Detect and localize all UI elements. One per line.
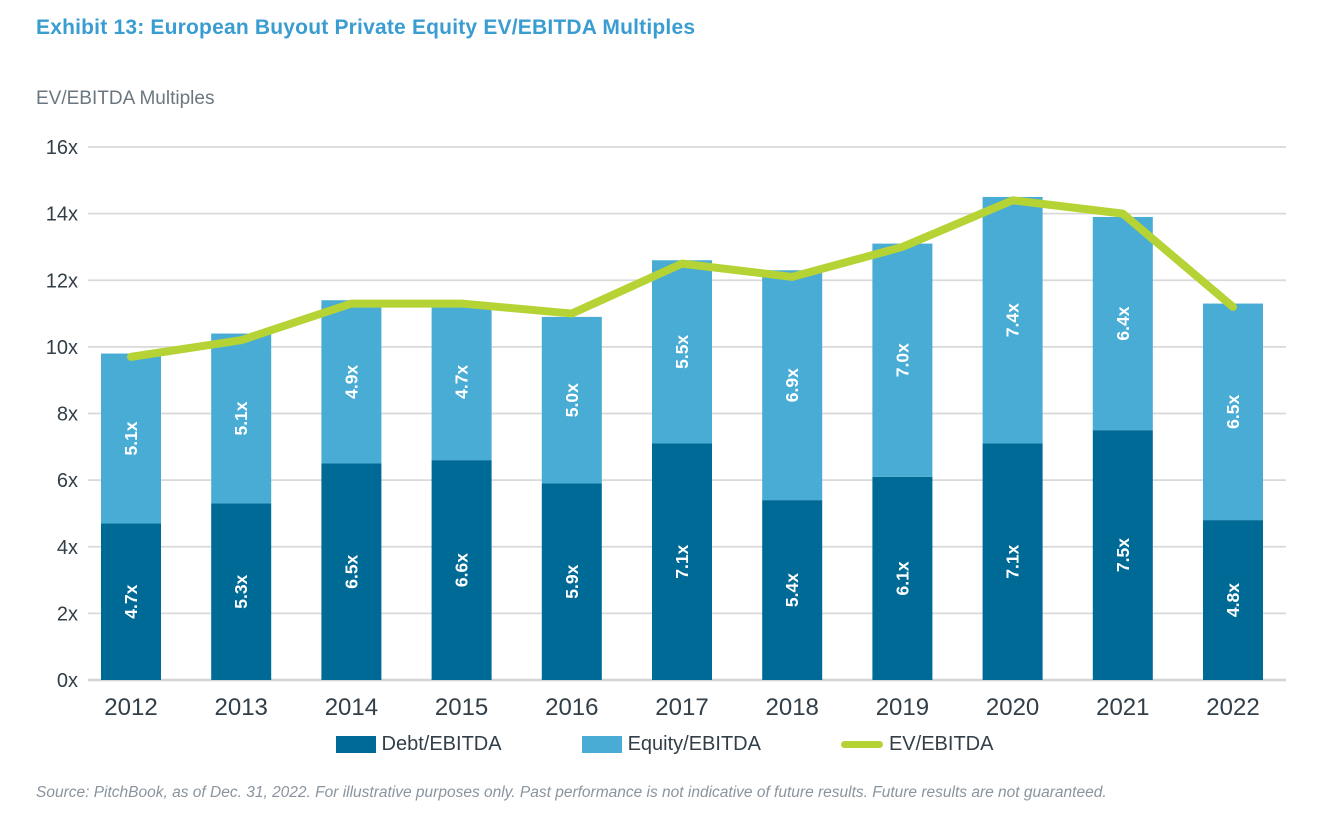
source-note: Source: PitchBook, as of Dec. 31, 2022. …	[36, 784, 1107, 801]
x-tick-label-2015: 2015	[435, 694, 488, 721]
bar-label-debt-2019: 6.1x	[892, 561, 912, 595]
bar-segment-debt-2018	[762, 500, 823, 680]
bar-segment-debt-2015	[431, 460, 492, 680]
x-tick-label-2019: 2019	[876, 694, 929, 721]
bar-segment-debt-2014	[321, 463, 382, 680]
bar-label-equity-2022: 6.5x	[1223, 395, 1243, 429]
x-tick-label-2012: 2012	[104, 694, 157, 721]
bar-label-debt-2020: 7.1x	[1003, 544, 1023, 578]
bar-segment-debt-2013	[211, 503, 272, 680]
legend-label-equity: Equity/EBITDA	[627, 733, 761, 755]
bar-segment-equity-2016	[541, 316, 602, 484]
bar-label-equity-2014: 4.9x	[341, 365, 361, 399]
legend-label-debt: Debt/EBITDA	[381, 733, 502, 755]
bar-segment-equity-2017	[652, 260, 712, 444]
equity-swatch-icon	[581, 736, 622, 753]
y-tick-label: 14x	[46, 204, 78, 226]
ev-ebitda-stacked-bar-chart: 0x 2x 4x 6x 8x 10x 12x 14x 16x 4.7x 5.1x 2012 5.3x 5.…	[46, 137, 1286, 721]
bar-label-debt-2014: 6.5x	[341, 554, 361, 588]
ev-ebitda-line	[127, 196, 1237, 361]
bar-segment-debt-2019	[872, 476, 933, 680]
y-tick-label: 16x	[46, 137, 78, 159]
bar-label-debt-2017: 7.1x	[672, 544, 692, 578]
legend-item-equity: Equity/EBITDA	[581, 733, 761, 756]
x-tick-label-2020: 2020	[986, 694, 1039, 721]
y-tick-label: 8x	[57, 404, 78, 426]
bar-segment-debt-2022	[1203, 520, 1263, 680]
x-tick-label-2016: 2016	[545, 694, 598, 721]
chart-area: 0x 2x 4x 6x 8x 10x 12x 14x 16x 4.7x 5.1x 2012 5.3x 5.…	[0, 130, 1329, 730]
bar-segment-equity-2021	[1092, 216, 1153, 431]
legend-item-ev: EV/EBITDA	[840, 733, 994, 756]
bar-segment-debt-2020	[982, 443, 1043, 680]
y-tick-label: 2x	[57, 603, 78, 625]
bar-segment-equity-2019	[872, 243, 933, 477]
bar-label-equity-2020: 7.4x	[1003, 303, 1023, 337]
x-tick-label-2017: 2017	[655, 694, 708, 721]
x-tick-label-2018: 2018	[766, 694, 819, 721]
bar-label-equity-2021: 6.4x	[1113, 306, 1133, 340]
bar-label-equity-2019: 7.0x	[892, 343, 912, 377]
debt-swatch-icon	[335, 736, 376, 753]
bar-label-equity-2015: 4.7x	[452, 365, 472, 399]
bar-segment-equity-2012	[101, 353, 161, 524]
bar-label-equity-2012: 5.1x	[121, 421, 141, 455]
bar-segment-equity-2020	[982, 196, 1043, 444]
bar-segment-debt-2017	[652, 443, 712, 680]
bar-label-debt-2016: 5.9x	[562, 564, 582, 598]
y-tick-label: 10x	[46, 337, 78, 359]
bar-label-equity-2016: 5.0x	[562, 383, 582, 417]
bar-label-debt-2021: 7.5x	[1113, 538, 1133, 572]
bar-segment-equity-2018	[762, 270, 823, 501]
chart-axis-title: EV/EBITDA Multiples	[36, 88, 215, 109]
bar-segment-equity-2015	[431, 303, 492, 461]
bar-segment-debt-2016	[541, 483, 602, 680]
bar-label-debt-2022: 4.8x	[1223, 583, 1243, 617]
chart-legend: Debt/EBITDA Equity/EBITDA EV/EBITDA	[0, 733, 1329, 756]
y-tick-label: 0x	[57, 670, 78, 692]
bar-label-debt-2018: 5.4x	[782, 573, 802, 607]
bar-label-equity-2017: 5.5x	[672, 335, 692, 369]
legend-label-ev: EV/EBITDA	[888, 733, 994, 755]
bar-label-debt-2012: 4.7x	[121, 584, 141, 618]
x-tick-label-2022: 2022	[1206, 694, 1259, 721]
ev-line-swatch-icon	[840, 741, 883, 748]
bar-label-equity-2013: 5.1x	[231, 401, 251, 435]
y-tick-label: 4x	[57, 537, 78, 559]
bar-label-debt-2013: 5.3x	[231, 574, 251, 608]
y-tick-label: 6x	[57, 470, 78, 492]
bar-label-debt-2015: 6.6x	[452, 553, 472, 587]
x-tick-label-2013: 2013	[215, 694, 268, 721]
bar-segment-equity-2013	[211, 333, 272, 504]
bar-segment-debt-2021	[1092, 430, 1153, 680]
legend-item-debt: Debt/EBITDA	[335, 733, 502, 756]
x-tick-label-2021: 2021	[1096, 694, 1149, 721]
bar-segment-debt-2012	[101, 523, 161, 680]
page-title: Exhibit 13: European Buyout Private Equi…	[36, 16, 696, 39]
bar-segment-equity-2022	[1203, 303, 1263, 521]
y-tick-label: 12x	[46, 270, 78, 292]
x-tick-label-2014: 2014	[325, 694, 378, 721]
bar-segment-equity-2014	[321, 300, 382, 464]
bar-label-equity-2018: 6.9x	[782, 368, 802, 402]
